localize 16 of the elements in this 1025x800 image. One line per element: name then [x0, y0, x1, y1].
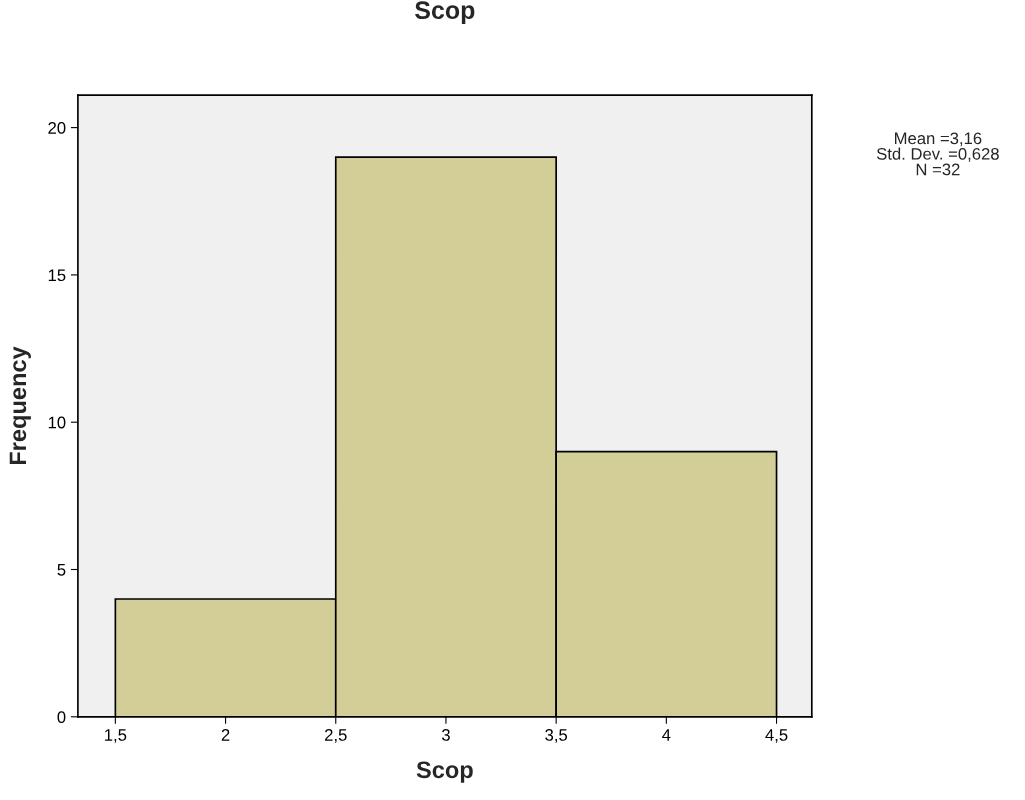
x-tick-label: 3,5 [545, 729, 568, 743]
x-tick-label: 2 [221, 729, 230, 741]
x-tick-label: 1,5 [105, 729, 127, 743]
y-tick-label: 5 [57, 564, 66, 576]
y-tick-label: 0 [57, 711, 66, 723]
text: Mean =3,16 Std. Dev. =0,628 N =32 [876, 132, 999, 176]
y-axis-title: Frequency [9, 346, 31, 465]
x-axis-title: Scop [416, 761, 473, 783]
y-tick-label: 10 [48, 416, 66, 429]
y-tick-label: 20 [48, 122, 66, 134]
x-tick-label: 4,5 [765, 729, 788, 743]
chart-title: Scop [415, 1, 475, 24]
x-tick-label: 2,5 [325, 729, 347, 743]
x-tick-label: 3 [441, 729, 450, 741]
x-tick-label: 4 [662, 729, 671, 741]
y-tick-label: 15 [48, 269, 66, 282]
